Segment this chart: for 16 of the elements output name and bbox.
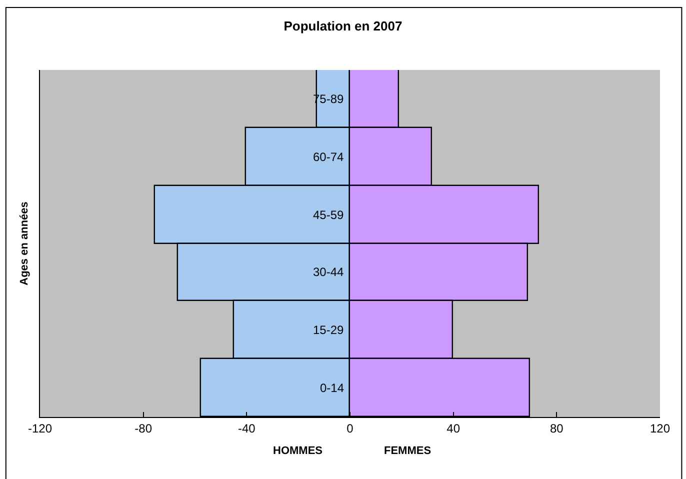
text: FEMMES [384, 445, 432, 457]
x-tick-label: 120 [650, 421, 670, 436]
y-tick-label: 0-14 [320, 381, 344, 395]
x-tick-label: 80 [550, 421, 564, 436]
x-tick-label: 40 [446, 421, 460, 436]
y-tick-label: 45-59 [313, 208, 344, 222]
x-tick-label: -120 [28, 421, 52, 436]
y-tick-label: 15-29 [313, 323, 344, 337]
x-tick-label: -80 [134, 421, 152, 436]
chart-title: Population en 2007 [284, 18, 402, 34]
y-axis-title: Ages en années [18, 202, 31, 286]
x-tick-label: 0 [346, 421, 354, 436]
x-tick-label: -40 [238, 421, 256, 436]
text: HOMMES [273, 445, 322, 457]
y-tick-label: 30-44 [313, 265, 344, 279]
y-tick-label: 60-74 [313, 150, 344, 164]
